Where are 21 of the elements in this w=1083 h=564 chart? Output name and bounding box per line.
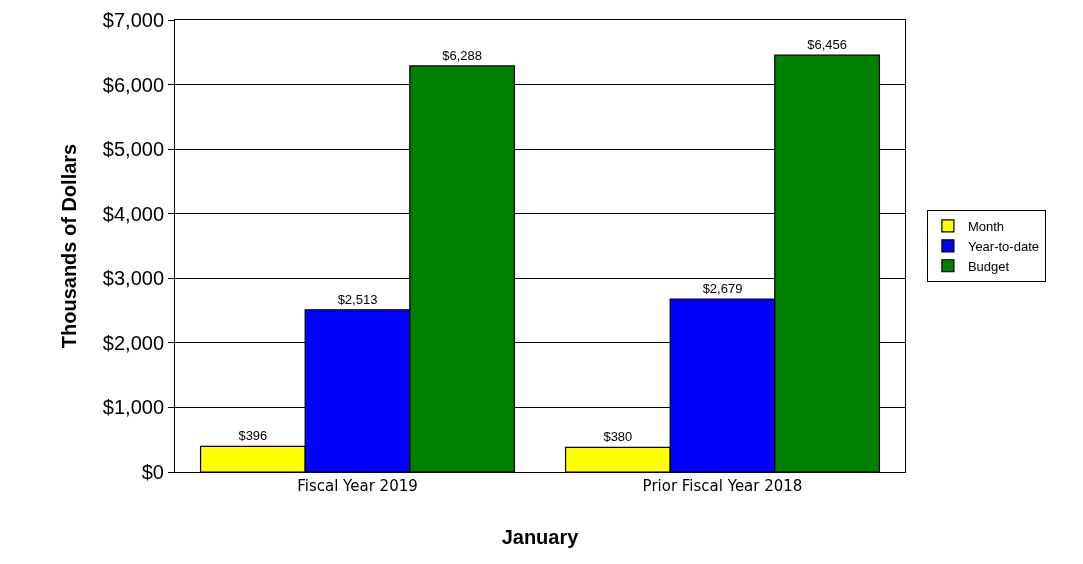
data-label: $380 [603,429,633,445]
y-tick-label: $3,000 [102,267,164,290]
y-tick-label: $5,000 [102,138,164,161]
data-label: $2,513 [337,291,378,307]
y-tick-label: $0 [141,461,164,483]
y-tick-label: $4,000 [102,202,164,225]
data-label: $2,679 [702,281,743,297]
y-tick-label: $6,000 [102,73,164,96]
y-tick-label: $7,000 [102,9,164,31]
legend-label: Budget [967,258,1010,274]
y-tick-label: $2,000 [102,331,164,354]
legend-label: Month [967,219,1005,235]
data-label: $6,288 [442,47,483,63]
data-label: $396 [238,428,268,444]
y-axis-title: Thousands of Dollars [58,143,81,349]
data-label: $6,456 [807,37,848,53]
x-tick-label: Prior Fiscal Year 2018 [642,477,803,495]
legend-label: Year-to-date [967,238,1039,254]
x-axis-title: January [501,525,580,548]
x-tick-label: Fiscal Year 2019 [297,477,418,495]
y-tick-label: $1,000 [102,396,164,419]
